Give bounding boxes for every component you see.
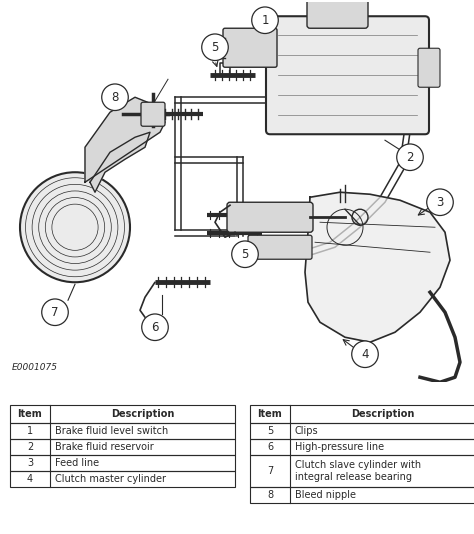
Text: 1: 1 [27,426,33,436]
Text: 3: 3 [27,458,33,468]
Circle shape [102,84,128,111]
FancyBboxPatch shape [266,16,429,134]
Text: 6: 6 [267,442,273,452]
Text: Item: Item [258,409,283,419]
Text: 4: 4 [361,348,369,361]
Bar [250,422,474,438]
FancyBboxPatch shape [418,48,440,87]
Text: 4: 4 [27,474,33,484]
Bar [10,422,235,438]
Text: 6: 6 [151,321,159,334]
Text: Clips: Clips [295,426,319,436]
Text: Clutch master cylinder: Clutch master cylinder [55,474,166,484]
Text: 1: 1 [261,14,269,27]
Bar [10,471,235,487]
Polygon shape [90,132,150,192]
Text: 8: 8 [111,91,118,104]
Polygon shape [305,192,450,342]
Text: 5: 5 [211,41,219,54]
Text: 2: 2 [27,442,33,452]
FancyBboxPatch shape [223,28,277,67]
Bar [10,405,235,422]
FancyBboxPatch shape [248,235,312,259]
Bar [10,438,235,455]
Circle shape [427,189,453,216]
Text: Description: Description [111,409,174,419]
Circle shape [232,241,258,268]
FancyBboxPatch shape [227,202,313,232]
Polygon shape [85,97,165,182]
Text: Clutch slave cylinder with
integral release bearing: Clutch slave cylinder with integral rele… [295,460,421,482]
Text: Bleed nipple: Bleed nipple [295,490,356,500]
Text: Item: Item [18,409,42,419]
Bar [250,438,474,455]
Circle shape [252,7,278,34]
Ellipse shape [20,172,130,282]
Text: 5: 5 [267,426,273,436]
Circle shape [202,34,228,60]
Circle shape [142,314,168,341]
Text: E0001075: E0001075 [12,363,58,372]
Text: Feed line: Feed line [55,458,99,468]
Circle shape [397,144,423,170]
Bar [250,487,474,503]
FancyBboxPatch shape [307,0,368,28]
Bar [10,455,235,471]
Bar [250,455,474,487]
Text: 5: 5 [241,248,249,261]
Text: 2: 2 [406,151,414,164]
Text: 8: 8 [267,490,273,500]
Circle shape [352,341,378,367]
Text: Brake fluid level switch: Brake fluid level switch [55,426,168,436]
Text: 3: 3 [436,196,444,209]
Text: Description: Description [351,409,414,419]
Circle shape [42,299,68,326]
Text: High-pressure line: High-pressure line [295,442,384,452]
Text: Brake fluid reservoir: Brake fluid reservoir [55,442,154,452]
Text: 7: 7 [267,466,273,476]
FancyBboxPatch shape [141,102,165,126]
Bar [250,405,474,422]
Text: 7: 7 [51,306,59,319]
